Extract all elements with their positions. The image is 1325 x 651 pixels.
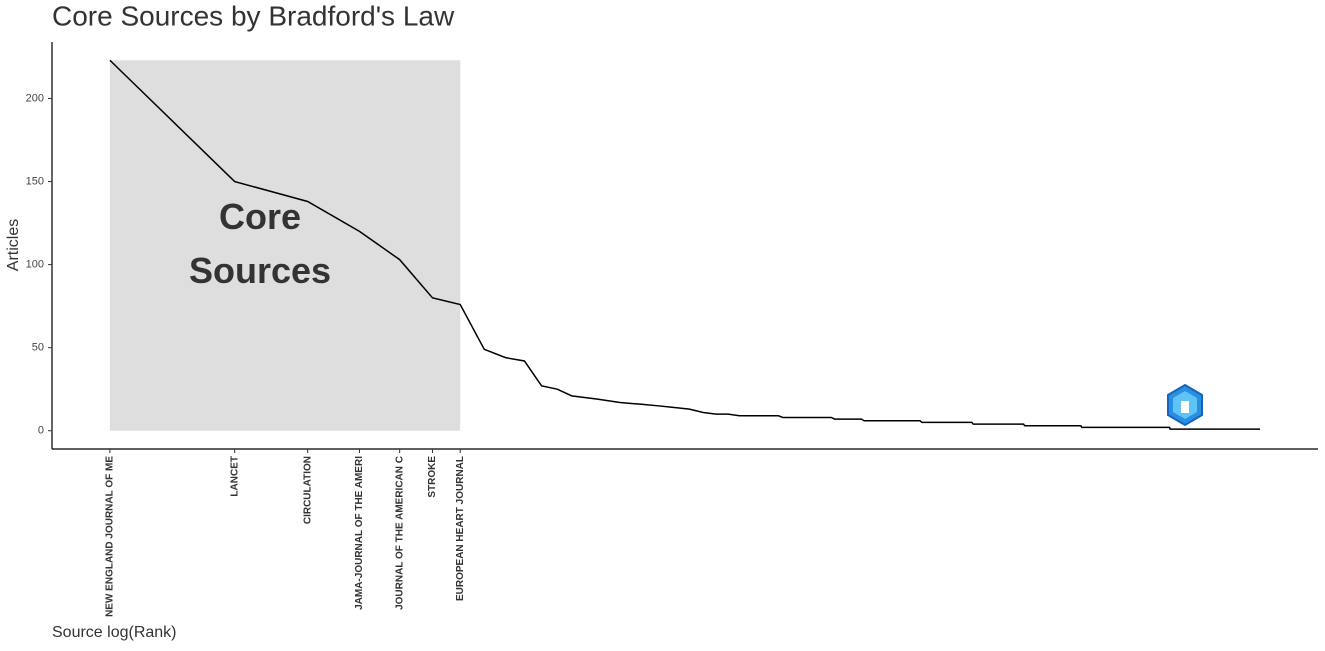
data-line xyxy=(109,59,1261,430)
logo xyxy=(1167,383,1203,427)
core-label: Core xyxy=(219,196,301,237)
x-tick-label: JOURNAL OF THE AMERICAN C xyxy=(394,456,405,610)
y-axis-label: Articles xyxy=(5,219,22,271)
core-label: Sources xyxy=(189,250,331,291)
x-tick-label: EUROPEAN HEART JOURNAL xyxy=(455,456,466,601)
core-zone xyxy=(109,60,461,431)
y-tick-label: 200 xyxy=(26,92,44,104)
chart-title: Core Sources by Bradford's Law xyxy=(52,0,455,31)
x-tick-label: LANCET xyxy=(229,456,240,497)
y-tick-label: 0 xyxy=(38,425,44,437)
y-tick-label: 150 xyxy=(26,175,44,187)
x-tick-label: CIRCULATION xyxy=(302,456,313,524)
y-tick-label: 100 xyxy=(26,259,44,271)
x-tick-label: JAMA-JOURNAL OF THE AMERI xyxy=(354,456,365,610)
x-tick-label: STROKE xyxy=(427,456,438,498)
y-tick-label: 50 xyxy=(32,342,44,354)
x-axis-label: Source log(Rank) xyxy=(52,624,177,641)
x-tick-label: NEW ENGLAND JOURNAL OF ME xyxy=(105,456,116,617)
